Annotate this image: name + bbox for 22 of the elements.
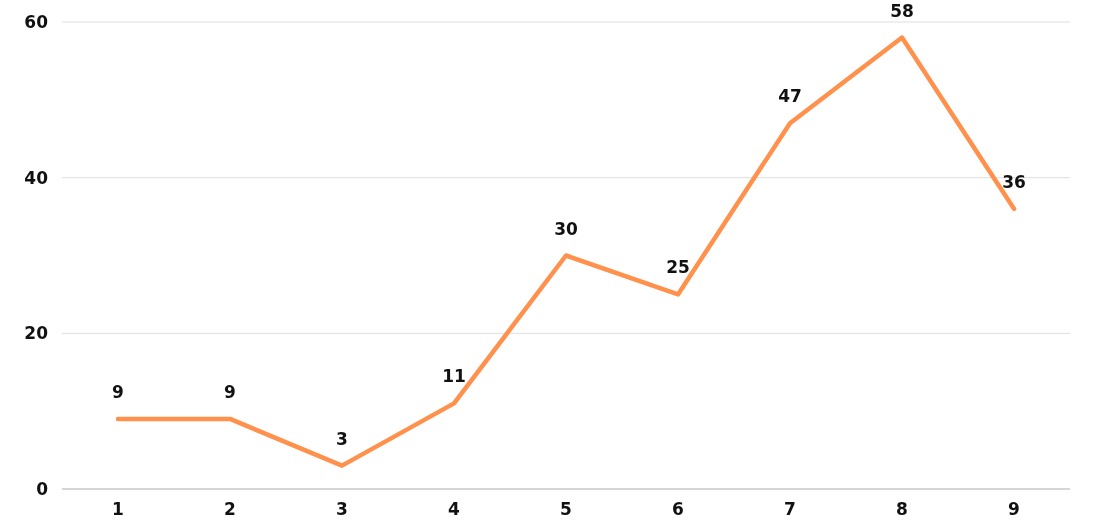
data-label: 47	[778, 86, 802, 107]
x-tick-label: 9	[1008, 499, 1020, 519]
x-tick-label: 4	[448, 499, 461, 519]
y-tick-label: 20	[24, 323, 49, 344]
y-tick-label: 0	[36, 478, 49, 499]
data-label: 9	[224, 381, 236, 402]
x-tick-label: 7	[784, 499, 796, 519]
x-tick-label: 2	[224, 499, 236, 519]
x-tick-label: 6	[672, 499, 684, 519]
x-tick-label: 5	[560, 499, 572, 519]
data-label: 9	[112, 381, 124, 402]
data-label: 36	[1002, 171, 1026, 192]
x-tick-label: 8	[896, 499, 908, 519]
x-tick-label: 3	[336, 499, 348, 519]
y-tick-label: 40	[24, 167, 49, 188]
data-label: 25	[666, 257, 690, 278]
data-label: 11	[442, 366, 466, 387]
x-tick-label: 1	[112, 499, 124, 519]
y-tick-label: 60	[24, 11, 49, 32]
data-label: 3	[336, 428, 348, 449]
data-label: 30	[554, 218, 578, 239]
data-label: 58	[890, 0, 914, 21]
